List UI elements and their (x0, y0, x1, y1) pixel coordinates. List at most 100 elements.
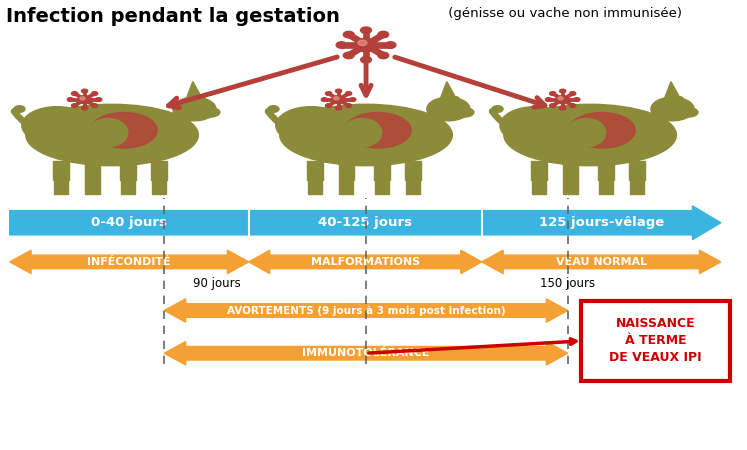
Circle shape (335, 89, 341, 93)
FancyBboxPatch shape (581, 301, 730, 381)
Circle shape (545, 98, 551, 101)
Circle shape (335, 106, 341, 110)
Text: 150 jours: 150 jours (540, 277, 595, 290)
Ellipse shape (22, 107, 93, 144)
Ellipse shape (90, 112, 157, 148)
Circle shape (336, 42, 347, 48)
Circle shape (91, 104, 98, 108)
Circle shape (72, 92, 78, 95)
Circle shape (361, 27, 371, 33)
Circle shape (550, 104, 556, 108)
Text: AVORTEMENTS (9 jours à 3 mois post infection): AVORTEMENTS (9 jours à 3 mois post infec… (227, 305, 505, 316)
Text: VEAU NORMAL: VEAU NORMAL (556, 257, 647, 267)
Ellipse shape (279, 104, 452, 166)
Text: 0-40 jours: 0-40 jours (91, 216, 167, 229)
Circle shape (67, 98, 73, 101)
Ellipse shape (173, 97, 216, 121)
Circle shape (72, 104, 78, 108)
Text: NAISSANCE
À TERME
DE VEAUX IPI: NAISSANCE À TERME DE VEAUX IPI (610, 317, 701, 365)
Circle shape (91, 92, 98, 95)
Circle shape (326, 104, 332, 108)
Polygon shape (563, 180, 577, 194)
Circle shape (569, 92, 576, 95)
Polygon shape (164, 299, 568, 322)
Circle shape (355, 38, 377, 52)
Ellipse shape (567, 118, 606, 147)
Circle shape (81, 89, 87, 93)
Polygon shape (649, 104, 677, 126)
Circle shape (345, 92, 352, 95)
Circle shape (550, 92, 556, 95)
Polygon shape (121, 180, 134, 194)
Ellipse shape (568, 112, 635, 148)
Circle shape (334, 97, 339, 100)
Circle shape (560, 106, 565, 110)
Text: INFÉCONDITÉ: INFÉCONDITÉ (87, 257, 171, 267)
Polygon shape (152, 180, 166, 194)
Text: 125 jours-vêlage: 125 jours-vêlage (539, 216, 664, 229)
Circle shape (569, 104, 576, 108)
Polygon shape (532, 180, 546, 194)
Circle shape (345, 104, 352, 108)
Ellipse shape (342, 118, 382, 147)
Polygon shape (308, 180, 322, 194)
Polygon shape (599, 180, 613, 194)
Circle shape (560, 89, 565, 93)
Circle shape (81, 106, 87, 110)
Circle shape (492, 106, 503, 112)
Circle shape (78, 95, 91, 104)
Polygon shape (54, 180, 68, 194)
Circle shape (350, 98, 356, 101)
Polygon shape (406, 180, 420, 194)
Ellipse shape (445, 97, 459, 103)
Text: IMMUNOTOLÉRANCE: IMMUNOTOLÉRANCE (303, 348, 430, 358)
Polygon shape (562, 161, 578, 180)
Polygon shape (374, 161, 390, 180)
Circle shape (378, 32, 388, 38)
Polygon shape (84, 161, 100, 180)
Polygon shape (629, 161, 645, 180)
Circle shape (326, 92, 332, 95)
Circle shape (361, 57, 371, 63)
Circle shape (321, 98, 327, 101)
Circle shape (344, 32, 354, 38)
Ellipse shape (200, 108, 220, 117)
Polygon shape (425, 104, 453, 126)
Circle shape (385, 42, 396, 48)
Circle shape (268, 106, 279, 112)
Ellipse shape (454, 108, 474, 117)
Ellipse shape (25, 104, 199, 166)
Circle shape (80, 97, 85, 100)
Polygon shape (164, 342, 568, 365)
Polygon shape (85, 180, 99, 194)
Ellipse shape (669, 97, 684, 103)
Circle shape (14, 106, 25, 112)
Polygon shape (531, 161, 547, 180)
Polygon shape (10, 206, 721, 239)
Polygon shape (375, 180, 388, 194)
Ellipse shape (678, 108, 698, 117)
Polygon shape (339, 180, 353, 194)
Ellipse shape (191, 97, 205, 103)
Polygon shape (120, 161, 136, 180)
Circle shape (558, 97, 563, 100)
Polygon shape (10, 250, 249, 274)
Polygon shape (598, 161, 613, 180)
Polygon shape (665, 81, 679, 98)
Polygon shape (171, 104, 199, 126)
Text: MALFORMATIONS: MALFORMATIONS (311, 257, 420, 267)
Circle shape (96, 98, 102, 101)
Polygon shape (307, 161, 323, 180)
Text: Infection pendant la gestation: Infection pendant la gestation (6, 7, 340, 26)
Polygon shape (249, 250, 482, 274)
Circle shape (332, 95, 345, 104)
Ellipse shape (344, 112, 411, 148)
Polygon shape (187, 81, 201, 98)
Polygon shape (338, 161, 354, 180)
Polygon shape (482, 250, 721, 274)
Circle shape (556, 95, 569, 104)
Ellipse shape (88, 118, 128, 147)
Circle shape (378, 52, 388, 58)
Ellipse shape (276, 107, 347, 144)
Polygon shape (151, 161, 167, 180)
